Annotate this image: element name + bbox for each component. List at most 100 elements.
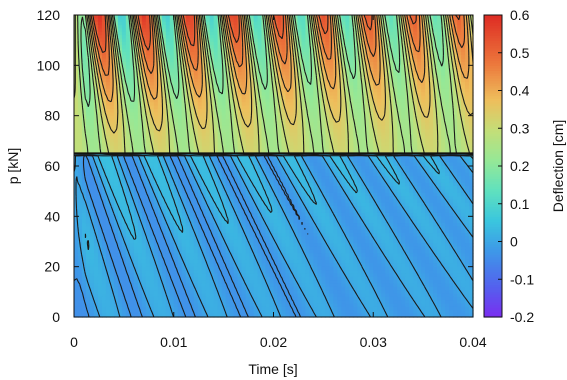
heatmap-cell — [429, 78, 434, 83]
heatmap-cell — [377, 31, 382, 36]
heatmap-cell — [301, 55, 307, 60]
heatmap-cell — [113, 15, 119, 19]
heatmap-cell — [233, 95, 239, 100]
heatmap-cell — [193, 65, 199, 70]
heatmap-cell — [177, 108, 183, 113]
heatmap-cell — [277, 98, 283, 103]
heatmap-cell — [205, 41, 211, 46]
heatmap-cell — [361, 112, 366, 117]
heatmap-cell — [74, 82, 79, 87]
heatmap-cell — [353, 132, 358, 137]
heatmap-cell — [429, 108, 434, 113]
heatmap-cell — [377, 28, 382, 33]
heatmap-cell — [101, 25, 107, 30]
heatmap-cell — [405, 35, 410, 40]
heatmap-cell — [457, 55, 462, 60]
heatmap-cell — [201, 119, 207, 123]
heatmap-cell — [417, 75, 422, 80]
heatmap-cell — [189, 51, 195, 56]
heatmap-cell — [453, 51, 458, 56]
heatmap-cell — [265, 112, 271, 117]
heatmap-cell — [341, 112, 346, 117]
heatmap-cell — [117, 102, 123, 107]
heatmap-cell — [109, 85, 115, 90]
heatmap-cell — [281, 38, 287, 43]
heatmap-cell — [185, 98, 191, 103]
heatmap-cell — [74, 102, 79, 107]
heatmap-cell — [261, 82, 267, 87]
heatmap-cell — [165, 45, 171, 50]
heatmap-cell — [365, 85, 370, 90]
heatmap-cell — [381, 108, 386, 113]
heatmap-cell — [121, 45, 127, 50]
heatmap-cell — [361, 58, 366, 63]
heatmap-cell — [81, 132, 87, 137]
heatmap-cell — [213, 18, 219, 23]
heatmap-cell — [201, 122, 207, 127]
heatmap-cell — [449, 95, 454, 100]
heatmap-cell — [337, 85, 342, 90]
heatmap-cell — [369, 105, 374, 110]
heatmap-cell — [113, 125, 119, 130]
heatmap-cell — [449, 98, 454, 103]
heatmap-cell — [341, 21, 346, 26]
heatmap-cell — [277, 125, 283, 130]
heatmap-cell — [125, 102, 131, 107]
heatmap-cell — [413, 125, 418, 130]
heatmap-cell — [349, 112, 354, 117]
heatmap-cell — [233, 48, 239, 53]
heatmap-cell — [397, 108, 402, 113]
heatmap-cell — [121, 35, 127, 40]
heatmap-cell — [85, 105, 91, 110]
heatmap-cell — [273, 55, 279, 60]
heatmap-cell — [365, 112, 370, 117]
heatmap-cell — [213, 58, 219, 63]
heatmap-cell — [149, 58, 155, 63]
heatmap-cell — [157, 125, 163, 130]
heatmap-cell — [117, 58, 123, 63]
heatmap-cell — [373, 132, 378, 137]
heatmap-cell — [109, 115, 115, 120]
heatmap-cell — [253, 75, 259, 80]
heatmap-cell — [101, 28, 107, 33]
heatmap-cell — [429, 75, 434, 80]
heatmap-cell — [81, 38, 87, 43]
heatmap-cell — [89, 88, 95, 93]
heatmap-cell — [445, 122, 450, 127]
heatmap-cell — [313, 98, 318, 103]
heatmap-cell — [253, 38, 259, 43]
heatmap-cell — [333, 112, 338, 117]
heatmap-cell — [413, 108, 418, 113]
heatmap-cell — [393, 55, 398, 60]
heatmap-cell — [117, 132, 123, 137]
heatmap-cell — [317, 82, 322, 87]
heatmap-cell — [281, 112, 287, 117]
heatmap-cell — [97, 92, 103, 97]
heatmap-cell — [413, 75, 418, 80]
heatmap-cell — [177, 78, 183, 83]
heatmap-cell — [233, 18, 239, 23]
heatmap-cell — [257, 15, 263, 19]
heatmap-cell — [129, 35, 135, 40]
heatmap-cell — [197, 82, 203, 87]
heatmap-cell — [133, 95, 139, 100]
heatmap-cell — [93, 72, 99, 76]
heatmap-cell — [457, 28, 462, 33]
heatmap-cell — [133, 28, 139, 33]
heatmap-cell — [237, 15, 243, 19]
heatmap-cell — [193, 31, 199, 36]
heatmap-cell — [173, 105, 179, 110]
heatmap-cell — [217, 98, 223, 103]
heatmap-cell — [117, 38, 123, 43]
heatmap-cell — [145, 58, 151, 63]
heatmap-cell — [145, 28, 151, 33]
heatmap-cell — [101, 48, 107, 53]
heatmap-cell — [469, 25, 474, 30]
heatmap-cell — [309, 41, 314, 46]
heatmap-cell — [421, 58, 426, 63]
heatmap-cell — [205, 108, 211, 113]
heatmap-cell — [405, 78, 410, 83]
heatmap-cell — [133, 38, 139, 43]
heatmap-cell — [301, 122, 307, 127]
heatmap-cell — [433, 132, 438, 137]
